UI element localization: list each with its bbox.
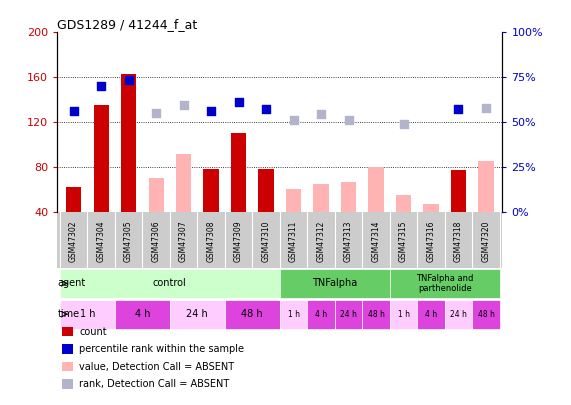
Text: GSM47312: GSM47312	[316, 220, 325, 262]
FancyBboxPatch shape	[445, 300, 472, 329]
Point	[262, 105, 271, 112]
Text: GSM47313: GSM47313	[344, 220, 353, 262]
Point	[481, 104, 490, 111]
Bar	[424, 204, 439, 212]
Text: count: count	[79, 326, 107, 337]
Text: 4 h: 4 h	[425, 310, 437, 319]
FancyBboxPatch shape	[417, 300, 445, 329]
Bar	[62, 362, 73, 371]
Text: percentile rank within the sample: percentile rank within the sample	[79, 344, 244, 354]
Bar	[478, 161, 493, 212]
FancyBboxPatch shape	[60, 269, 280, 298]
Bar	[203, 169, 219, 212]
Point	[454, 105, 463, 112]
Text: 24 h: 24 h	[187, 309, 208, 319]
Text: GSM47306: GSM47306	[151, 220, 160, 262]
Bar	[286, 190, 301, 212]
Point	[96, 83, 106, 90]
Point	[289, 117, 298, 123]
FancyBboxPatch shape	[390, 269, 500, 298]
Point	[124, 76, 133, 83]
Bar	[121, 74, 136, 212]
Text: GSM47309: GSM47309	[234, 220, 243, 262]
Text: 24 h: 24 h	[340, 310, 357, 319]
Text: value, Detection Call = ABSENT: value, Detection Call = ABSENT	[79, 362, 235, 372]
Text: GDS1289 / 41244_f_at: GDS1289 / 41244_f_at	[57, 18, 198, 31]
Text: GSM47307: GSM47307	[179, 220, 188, 262]
Bar	[94, 105, 108, 212]
FancyBboxPatch shape	[280, 300, 307, 329]
FancyBboxPatch shape	[335, 300, 362, 329]
Text: 4 h: 4 h	[135, 309, 150, 319]
Text: 1 h: 1 h	[79, 309, 95, 319]
Text: rank, Detection Call = ABSENT: rank, Detection Call = ABSENT	[79, 379, 230, 389]
FancyBboxPatch shape	[472, 300, 500, 329]
Text: GSM47320: GSM47320	[481, 220, 490, 262]
Text: GSM47311: GSM47311	[289, 220, 298, 262]
Text: GSM47304: GSM47304	[96, 220, 106, 262]
Bar	[341, 181, 356, 212]
Bar	[62, 379, 73, 389]
FancyBboxPatch shape	[307, 300, 335, 329]
Bar	[62, 344, 73, 354]
Bar	[176, 153, 191, 212]
Bar	[396, 195, 411, 212]
Text: GSM47318: GSM47318	[454, 220, 463, 262]
Text: GSM47302: GSM47302	[69, 220, 78, 262]
Text: time: time	[58, 309, 80, 319]
Point	[344, 117, 353, 123]
Bar	[66, 187, 81, 212]
Text: 24 h: 24 h	[450, 310, 467, 319]
Bar	[451, 171, 466, 212]
FancyBboxPatch shape	[60, 300, 115, 329]
Text: GSM47316: GSM47316	[427, 220, 436, 262]
FancyBboxPatch shape	[390, 300, 417, 329]
Text: 1 h: 1 h	[397, 310, 409, 319]
FancyBboxPatch shape	[362, 300, 390, 329]
Text: GSM47310: GSM47310	[262, 220, 271, 262]
Text: GSM47305: GSM47305	[124, 220, 133, 262]
FancyBboxPatch shape	[225, 300, 280, 329]
Bar	[368, 167, 384, 212]
Point	[234, 99, 243, 105]
FancyBboxPatch shape	[115, 300, 170, 329]
Text: agent: agent	[58, 278, 86, 288]
Point	[399, 121, 408, 128]
Bar	[148, 178, 164, 212]
Point	[69, 108, 78, 114]
Point	[179, 102, 188, 109]
Text: TNFalpha: TNFalpha	[312, 278, 357, 288]
FancyBboxPatch shape	[170, 300, 225, 329]
Bar	[259, 169, 274, 212]
Text: TNFalpha and
parthenolide: TNFalpha and parthenolide	[416, 274, 473, 293]
Bar	[313, 184, 328, 212]
Text: GSM47314: GSM47314	[372, 220, 380, 262]
Text: GSM47315: GSM47315	[399, 220, 408, 262]
Bar	[231, 133, 246, 212]
Bar	[62, 327, 73, 336]
Text: 48 h: 48 h	[368, 310, 384, 319]
Text: 1 h: 1 h	[288, 310, 300, 319]
Point	[316, 111, 325, 117]
Text: 48 h: 48 h	[242, 309, 263, 319]
Text: 48 h: 48 h	[477, 310, 494, 319]
FancyBboxPatch shape	[280, 269, 390, 298]
Point	[207, 108, 216, 114]
Text: control: control	[153, 278, 187, 288]
Text: 4 h: 4 h	[315, 310, 327, 319]
Point	[151, 110, 160, 116]
Text: GSM47308: GSM47308	[207, 220, 216, 262]
